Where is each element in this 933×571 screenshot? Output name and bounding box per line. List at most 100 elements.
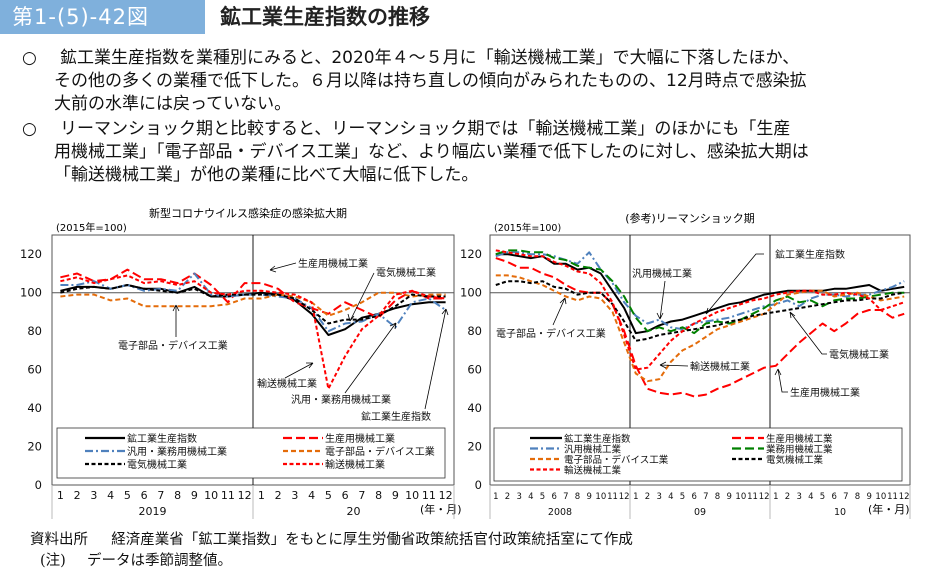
- x-tick-label: 4: [528, 492, 533, 502]
- source-label: 資料出所: [30, 532, 88, 548]
- x-tick-label: 8: [575, 492, 580, 502]
- x-tick-label: 8: [855, 492, 860, 502]
- annotation-arrow: [269, 262, 297, 273]
- x-tick-label: 10: [735, 492, 746, 502]
- annotation-label: 汎用・業務用機械工業: [291, 393, 391, 406]
- y-tick-label: 80: [467, 324, 482, 338]
- x-tick-label: 10: [405, 489, 419, 502]
- x-tick-label: 12: [899, 492, 910, 502]
- series-line-6: [495, 249, 905, 371]
- series-line-1: [495, 257, 905, 398]
- y-tick-label: 0: [475, 478, 482, 492]
- series-line-5: [60, 274, 446, 390]
- x-tick-label: 9: [392, 489, 399, 502]
- series-line-4: [495, 274, 905, 383]
- x-tick-label: 11: [607, 492, 618, 502]
- annotation-label: 生産用機械工業: [790, 386, 860, 399]
- x-tick-label: 7: [703, 492, 708, 502]
- y-tick-label: 120: [460, 247, 482, 261]
- annotation-label: 電気機械工業: [829, 348, 889, 361]
- year-label: 2019: [139, 505, 167, 518]
- x-tick-label: 3: [656, 492, 661, 502]
- x-tick-label: 2: [785, 492, 790, 502]
- x-tick-label: 4: [107, 489, 114, 502]
- x-tick-label: 7: [358, 489, 365, 502]
- annotation-arrow: [424, 308, 449, 410]
- x-tick-label: 6: [551, 492, 556, 502]
- y-tick-label: 20: [467, 440, 482, 454]
- year-label: 09: [694, 507, 706, 518]
- x-tick-label: 11: [747, 492, 758, 502]
- annotation-arrow: [344, 322, 397, 394]
- source-text: 経済産業省「鉱工業指数」をもとに厚生労働省政策統括官付政策統括室にて作成: [111, 532, 633, 548]
- right-annotations: 鉱工業生産指数 汎用機械工業 電子部品・デバイス工業 輸送機械工業 電気機械工業…: [496, 248, 889, 399]
- legend-label: 電子部品・デバイス工業: [564, 454, 669, 466]
- series-line-3: [60, 291, 446, 317]
- annotation-label: 生産用機械工業: [298, 257, 368, 270]
- x-tick-label: 5: [540, 492, 545, 502]
- annotation-arrow: [656, 280, 666, 320]
- y-tick-label: 20: [27, 440, 42, 454]
- legend-label: 輸送機械工業: [564, 465, 622, 477]
- legend-label: 汎用・業務用機械工業: [127, 445, 227, 458]
- y-tick-label: 0: [35, 478, 42, 492]
- figure-number: 第1-(5)-42図: [0, 0, 205, 34]
- x-tick-label: 10: [875, 492, 886, 502]
- x-tick-label: 9: [726, 492, 731, 502]
- x-tick-label: 11: [221, 489, 235, 502]
- x-tick-label: 5: [124, 489, 131, 502]
- x-tick-label: 7: [843, 492, 848, 502]
- x-tick-label: 8: [715, 492, 720, 502]
- x-tick-label: 6: [691, 492, 696, 502]
- legend-label: 汎用機械工業: [564, 444, 622, 456]
- summary-line: 大前の水準には戻っていない。: [54, 94, 292, 114]
- left-chart-xlabel: (年・月): [420, 502, 462, 516]
- y-tick-label: 100: [20, 286, 42, 300]
- header-divider: [205, 0, 210, 34]
- annotation-arrow: [659, 361, 689, 369]
- left-chart-title: 新型コロナウイルス感染症の感染拡大期: [149, 206, 347, 220]
- year-label: 20: [347, 505, 361, 518]
- y-tick-label: 40: [467, 401, 482, 415]
- annotation-arrow: [552, 297, 567, 326]
- x-tick-label: 10: [595, 492, 606, 502]
- series-line-3: [495, 249, 905, 335]
- figure-title: 鉱工業生産指数の推移: [220, 5, 430, 29]
- x-tick-label: 6: [141, 489, 148, 502]
- x-tick-label: 7: [157, 489, 164, 502]
- legend-label: 鉱工業生産指数: [564, 433, 631, 445]
- annotation-arrow: [347, 272, 375, 322]
- year-label: 2008: [548, 507, 572, 518]
- legend-label: 電気機械工業: [127, 458, 187, 471]
- right-chart-unit: (2015年=100): [494, 222, 561, 234]
- x-tick-label: 9: [191, 489, 198, 502]
- x-tick-label: 8: [174, 489, 181, 502]
- left-chart-unit: (2015年=100): [56, 221, 127, 234]
- x-tick-label: 6: [831, 492, 836, 502]
- bullet-circle: ○: [22, 119, 37, 139]
- x-tick-label: 1: [493, 492, 498, 502]
- annotation-label: 電子部品・デバイス工業: [118, 339, 228, 352]
- x-tick-label: 5: [820, 492, 825, 502]
- summary-line: リーマンショック期と比較すると、リーマンショック期では「輸送機械工業」のほかにも…: [60, 119, 791, 139]
- x-tick-label: 2: [275, 489, 282, 502]
- legend-label: 電子部品・デバイス工業: [325, 445, 435, 458]
- annotation-arrow: [284, 362, 314, 379]
- x-tick-label: 12: [619, 492, 630, 502]
- x-tick-label: 3: [516, 492, 521, 502]
- annotation-label: 鉱工業生産指数: [361, 410, 431, 423]
- x-tick-label: 9: [866, 492, 871, 502]
- x-tick-label: 2: [74, 489, 81, 502]
- left-annotations: 生産用機械工業 電気機械工業 電子部品・デバイス工業 輸送機械工業 汎用・業務用…: [118, 257, 449, 423]
- annotation-arrow: [774, 368, 788, 393]
- note-text: データは季節調整値。: [87, 553, 233, 569]
- note-label: (注): [40, 553, 66, 569]
- y-tick-label: 60: [27, 363, 42, 377]
- x-tick-label: 2: [645, 492, 650, 502]
- x-tick-label: 3: [90, 489, 97, 502]
- x-tick-label: 7: [563, 492, 568, 502]
- y-tick-label: 60: [467, 363, 482, 377]
- bullet-circle: ○: [22, 48, 37, 68]
